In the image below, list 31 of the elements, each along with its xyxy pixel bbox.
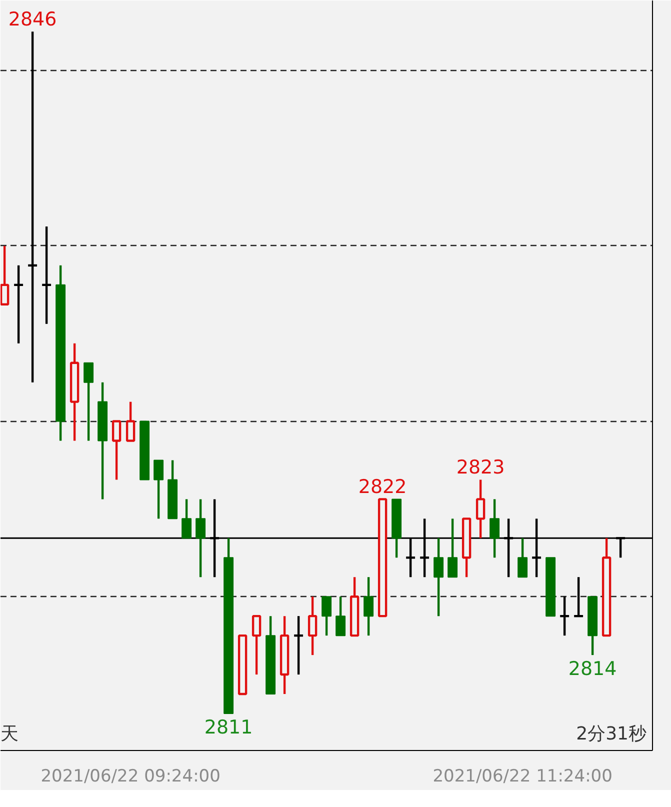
annotation: 2811 bbox=[204, 716, 253, 738]
candlestick bbox=[126, 400, 136, 442]
candlestick bbox=[12, 264, 24, 344]
annotation: 2814 bbox=[568, 658, 617, 680]
candlestick bbox=[448, 518, 458, 578]
candlestick bbox=[84, 362, 94, 442]
candlestick bbox=[40, 225, 52, 325]
candlestick bbox=[154, 459, 164, 520]
x-tick-label: 2021/06/22 09:24:00 bbox=[40, 766, 220, 786]
candlestick bbox=[308, 596, 318, 656]
candlestick bbox=[476, 478, 486, 540]
annotation: 天 bbox=[0, 724, 18, 744]
candlestick bbox=[364, 576, 374, 637]
candlestick bbox=[112, 420, 122, 481]
annotation: 2846 bbox=[8, 8, 57, 31]
candlestick bbox=[490, 498, 500, 559]
candlestick bbox=[434, 537, 444, 618]
candlestick bbox=[292, 614, 304, 676]
candlestick bbox=[572, 576, 584, 618]
candlestick bbox=[252, 614, 262, 676]
candlestick bbox=[558, 596, 570, 637]
candlestick bbox=[196, 498, 206, 578]
annotation: 2822 bbox=[358, 476, 407, 498]
annotation: 2823 bbox=[456, 456, 505, 479]
candlestick bbox=[26, 30, 38, 384]
x-tick-label: 2021/06/22 11:24:00 bbox=[432, 766, 612, 786]
candlestick bbox=[518, 537, 528, 578]
annotation: 2分31秒 bbox=[576, 724, 647, 744]
candlestick bbox=[322, 596, 332, 637]
candlestick bbox=[336, 596, 346, 637]
candlestick bbox=[182, 498, 192, 540]
